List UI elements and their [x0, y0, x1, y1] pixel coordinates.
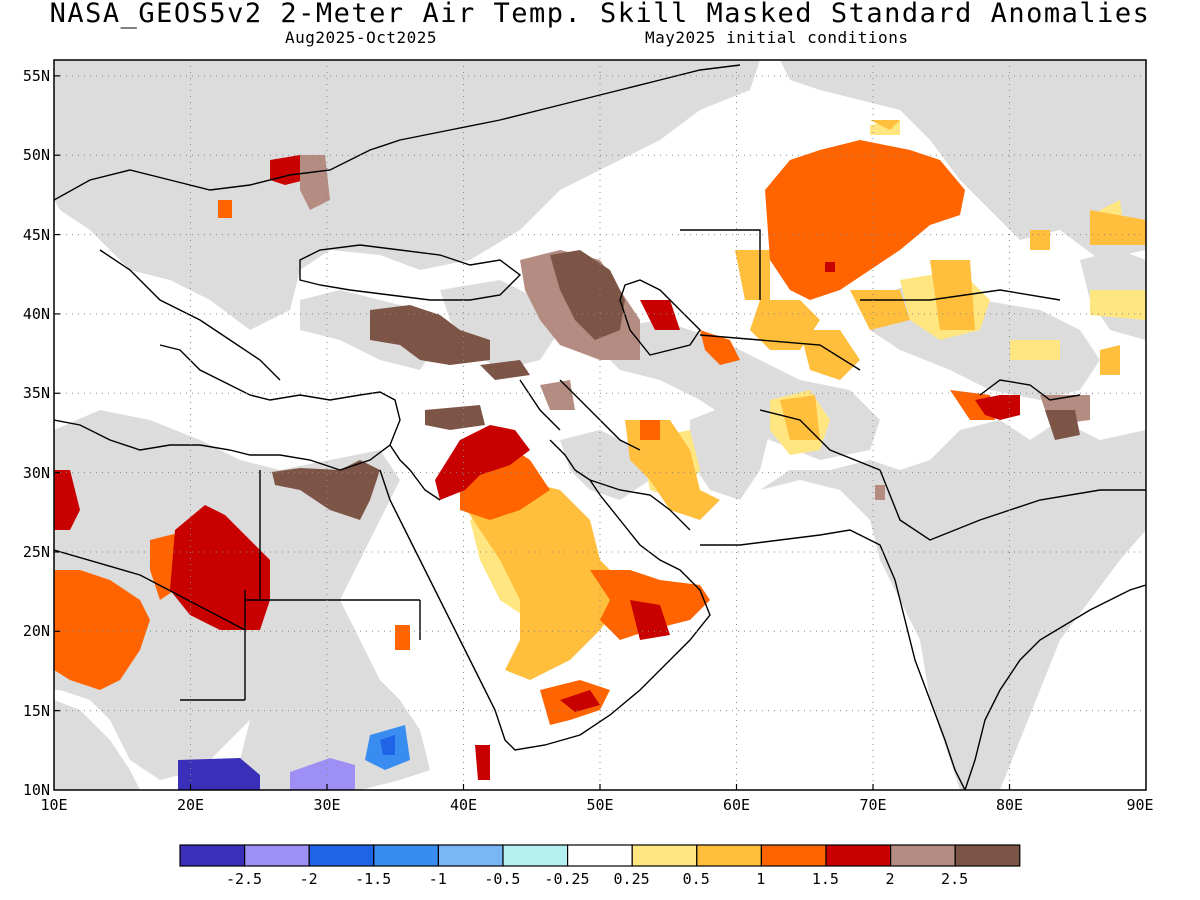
lon-label: 90E — [1126, 796, 1153, 814]
latitude-labels: 55N 50N 45N 40N 35N 30N 25N 20N 15N 10N — [23, 67, 50, 799]
lon-label: 20E — [177, 796, 204, 814]
lon-label: 60E — [723, 796, 750, 814]
lat-label: 20N — [23, 622, 50, 640]
colorbar: -2.5 -2 -1.5 -1 -0.5 -0.25 0.25 0.5 1 1.… — [179, 844, 1021, 888]
anomaly-field — [54, 60, 1146, 790]
colorbar-swatch — [502, 844, 569, 867]
coastlines — [54, 64, 1146, 790]
lat-label: 45N — [23, 226, 50, 244]
colorbar-label: -1.5 — [355, 870, 391, 888]
lat-label: 35N — [23, 384, 50, 402]
anomaly-2-5 — [272, 250, 1080, 520]
lon-label: 30E — [313, 796, 340, 814]
lat-label: 15N — [23, 702, 50, 720]
axis-ticks — [54, 75, 1011, 790]
graticule — [54, 60, 1146, 790]
colorbar-swatch — [437, 844, 504, 867]
colorbar-label: -1 — [429, 870, 447, 888]
longitude-labels: 10E 20E 30E 40E 50E 60E 70E 80E 90E — [40, 796, 1153, 814]
colorbar-swatch — [566, 844, 633, 867]
map-title: NASA_GEOS5v2 2-Meter Air Temp. Skill Mas… — [49, 0, 1151, 29]
colorbar-label: 1.5 — [812, 870, 839, 888]
lat-label: 25N — [23, 543, 50, 561]
colorbar-label: 0.25 — [614, 870, 650, 888]
colorbar-swatch — [889, 844, 956, 867]
colorbar-swatch — [308, 844, 375, 867]
lat-label: 50N — [23, 146, 50, 164]
colorbar-label: 1 — [756, 870, 765, 888]
lon-label: 70E — [859, 796, 886, 814]
anomaly-0-5 — [460, 120, 1146, 680]
lat-label: 30N — [23, 464, 50, 482]
lat-label: 40N — [23, 305, 50, 323]
colorbar-swatch — [696, 844, 762, 867]
lat-label: 55N — [23, 67, 50, 85]
lon-label: 50E — [586, 796, 613, 814]
colorbar-swatch — [825, 844, 892, 867]
colorbar-label: -0.25 — [544, 870, 589, 888]
colorbar-label: -2 — [300, 870, 318, 888]
colorbar-swatch — [373, 844, 439, 867]
lat-label: 10N — [23, 781, 50, 799]
anomaly-1-5 — [54, 155, 1020, 780]
colorbar-swatch — [954, 844, 1021, 867]
forecast-period: Aug2025-Oct2025 — [285, 28, 437, 47]
colorbar-swatch — [179, 844, 246, 867]
negative-anomalies — [178, 725, 410, 790]
lon-label: 80E — [996, 796, 1023, 814]
lon-label: 10E — [40, 796, 67, 814]
colorbar-swatch — [760, 844, 827, 867]
initial-conditions: May2025 initial conditions — [645, 28, 909, 47]
colorbar-label: 0.5 — [683, 870, 710, 888]
colorbar-swatch — [631, 844, 698, 867]
colorbar-label: -2.5 — [226, 870, 262, 888]
lon-label: 40E — [450, 796, 477, 814]
colorbar-label: 2.5 — [941, 870, 968, 888]
colorbar-swatch — [244, 844, 310, 867]
colorbar-label: -0.5 — [484, 870, 520, 888]
colorbar-label: 2 — [885, 870, 894, 888]
